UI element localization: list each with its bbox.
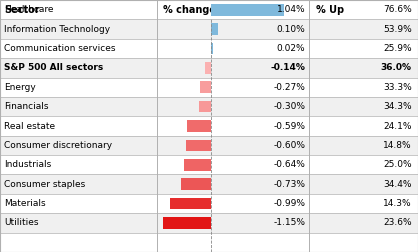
Text: Utilities: Utilities xyxy=(4,218,39,227)
Text: Communication services: Communication services xyxy=(4,44,116,53)
Text: -0.60%: -0.60% xyxy=(273,141,305,150)
Text: Sector: Sector xyxy=(4,5,40,15)
Bar xyxy=(0,155,418,174)
Text: % Up: % Up xyxy=(316,5,344,15)
Text: Industrials: Industrials xyxy=(4,160,51,169)
Text: 23.6%: 23.6% xyxy=(383,218,412,227)
Text: 25.9%: 25.9% xyxy=(383,44,412,53)
Text: -0.59%: -0.59% xyxy=(273,121,305,131)
Bar xyxy=(0,97,418,116)
Text: Healthcare: Healthcare xyxy=(4,5,54,14)
Text: 34.4%: 34.4% xyxy=(383,180,412,189)
Bar xyxy=(170,198,211,209)
Bar xyxy=(181,178,211,190)
Text: % change: % change xyxy=(163,5,216,15)
Text: 1.04%: 1.04% xyxy=(277,5,305,14)
Bar xyxy=(0,136,418,155)
Text: Consumer staples: Consumer staples xyxy=(4,180,85,189)
Bar xyxy=(199,101,211,112)
Text: 14.3%: 14.3% xyxy=(383,199,412,208)
Bar xyxy=(186,120,211,132)
Text: 0.02%: 0.02% xyxy=(277,44,305,53)
Bar xyxy=(0,174,418,194)
Bar xyxy=(184,159,211,171)
Text: -0.27%: -0.27% xyxy=(273,83,305,92)
Text: Financials: Financials xyxy=(4,102,48,111)
Text: 33.3%: 33.3% xyxy=(383,83,412,92)
Text: -0.14%: -0.14% xyxy=(270,63,305,72)
Bar xyxy=(211,23,218,35)
Text: -0.64%: -0.64% xyxy=(273,160,305,169)
Bar xyxy=(0,213,418,233)
Text: 0.10%: 0.10% xyxy=(276,25,305,34)
Bar xyxy=(0,39,418,58)
Bar xyxy=(0,19,418,39)
Bar xyxy=(0,194,418,213)
Text: S&P 500 All sectors: S&P 500 All sectors xyxy=(4,63,103,72)
Bar xyxy=(0,116,418,136)
Text: -0.99%: -0.99% xyxy=(273,199,305,208)
Text: -0.73%: -0.73% xyxy=(273,180,305,189)
Text: 24.1%: 24.1% xyxy=(383,121,412,131)
Text: -0.30%: -0.30% xyxy=(273,102,305,111)
Text: -1.15%: -1.15% xyxy=(273,218,305,227)
Text: 34.3%: 34.3% xyxy=(383,102,412,111)
Text: 25.0%: 25.0% xyxy=(383,160,412,169)
Bar xyxy=(186,140,211,151)
Text: 76.6%: 76.6% xyxy=(383,5,412,14)
Bar xyxy=(211,4,284,16)
Text: 53.9%: 53.9% xyxy=(383,25,412,34)
Bar xyxy=(0,78,418,97)
Bar xyxy=(0,0,418,19)
Bar xyxy=(205,62,211,74)
Text: Consumer discretionary: Consumer discretionary xyxy=(4,141,112,150)
Bar xyxy=(211,43,212,54)
Bar xyxy=(0,0,418,19)
Bar xyxy=(200,81,211,93)
Text: 36.0%: 36.0% xyxy=(381,63,412,72)
Bar xyxy=(163,217,211,229)
Text: Energy: Energy xyxy=(4,83,36,92)
Text: 14.8%: 14.8% xyxy=(383,141,412,150)
Text: Materials: Materials xyxy=(4,199,46,208)
Text: Real estate: Real estate xyxy=(4,121,55,131)
Bar xyxy=(0,58,418,78)
Text: Information Technology: Information Technology xyxy=(4,25,110,34)
